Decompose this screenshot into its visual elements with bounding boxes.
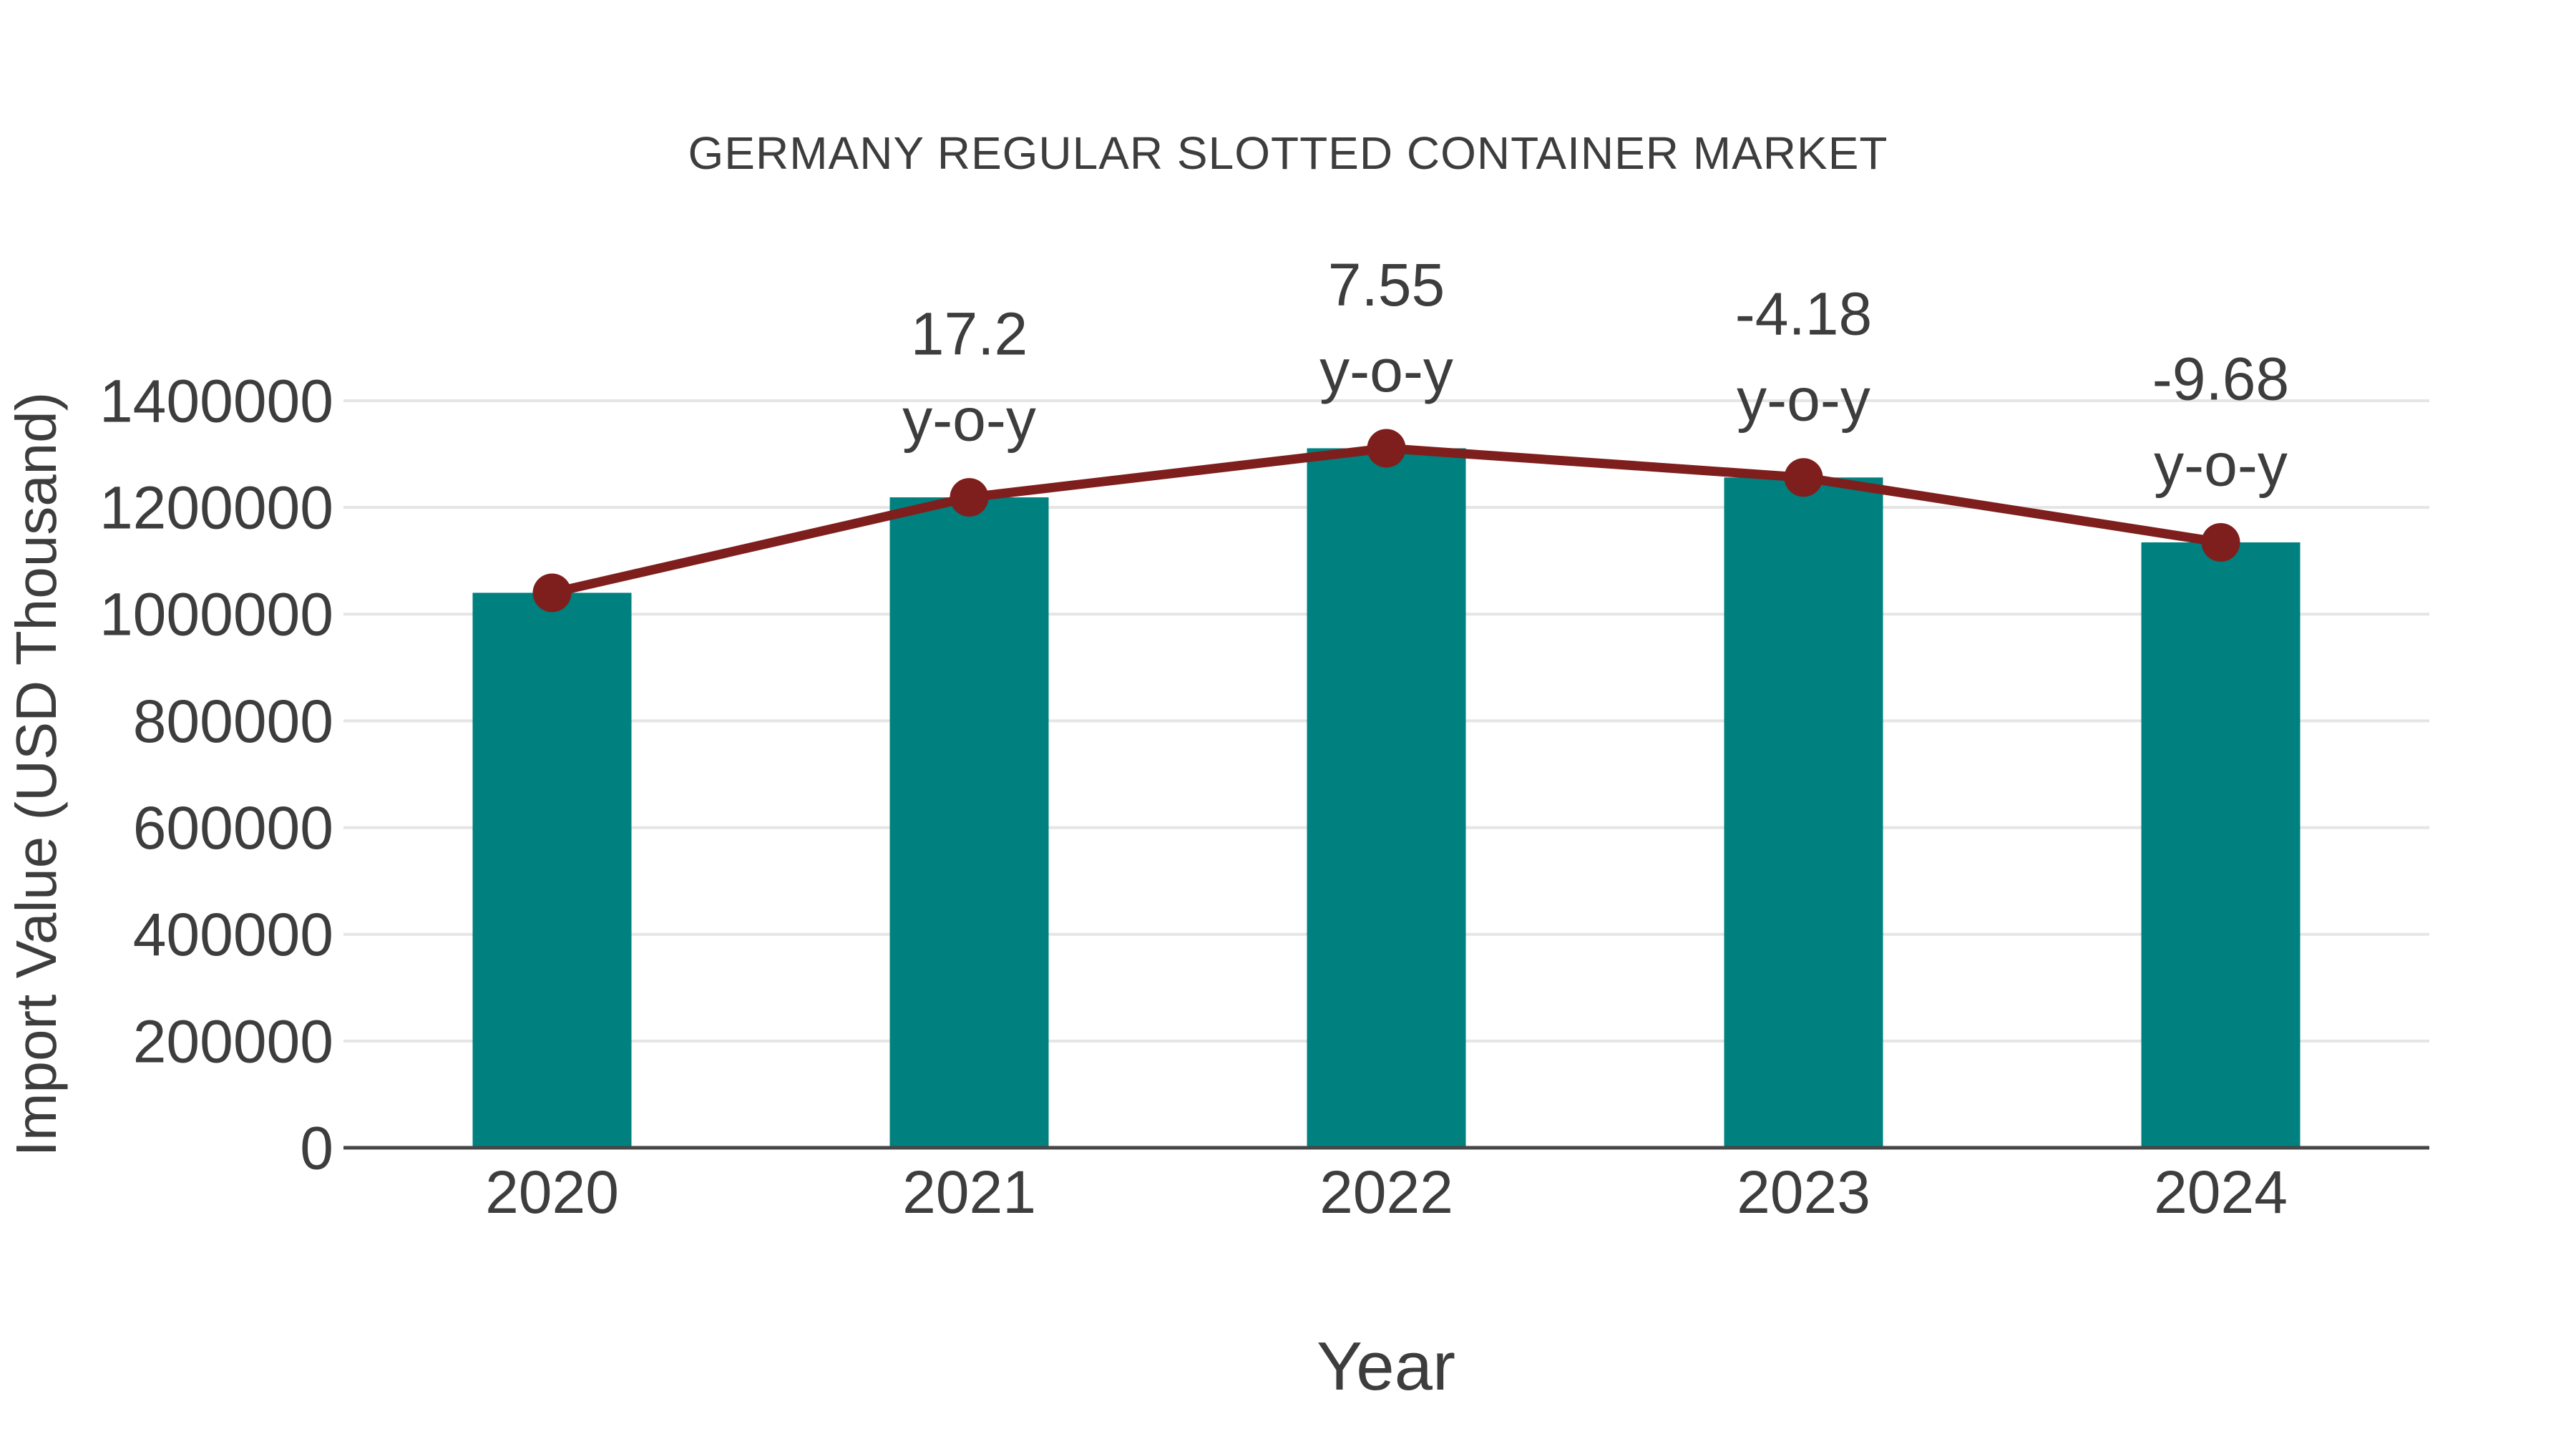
- yoy-suffix-2022: y-o-y: [1319, 337, 1453, 404]
- chart-title: GERMANY REGULAR SLOTTED CONTAINER MARKET: [688, 127, 1888, 179]
- y-tick-label: 0: [300, 1114, 333, 1181]
- y-axis-title: Import Value (USD Thousand): [4, 391, 68, 1157]
- x-tick-label: 2020: [485, 1158, 619, 1226]
- x-tick-label: 2021: [902, 1158, 1036, 1226]
- x-tick-label: 2023: [1737, 1158, 1870, 1226]
- x-axis-title: Year: [1317, 1328, 1455, 1405]
- y-tick-label: 600000: [133, 794, 333, 862]
- yoy-suffix-2024: y-o-y: [2154, 431, 2288, 498]
- x-tick-label: 2024: [2154, 1158, 2288, 1226]
- y-tick-label: 1000000: [99, 581, 333, 648]
- y-tick-label: 1400000: [99, 367, 333, 434]
- trend-marker-2023: [1784, 458, 1823, 497]
- trend-marker-2024: [2201, 522, 2240, 562]
- yoy-value-2024: -9.68: [2152, 345, 2289, 412]
- y-tick-label: 200000: [133, 1008, 333, 1075]
- yoy-suffix-2021: y-o-y: [902, 386, 1036, 453]
- bar-2021: [889, 497, 1049, 1148]
- y-tick-label: 1200000: [99, 474, 333, 542]
- x-tick-label: 2022: [1319, 1158, 1453, 1226]
- bar-2020: [472, 592, 632, 1148]
- bar-2023: [1724, 477, 1883, 1148]
- y-tick-label: 400000: [133, 901, 333, 968]
- yoy-value-2022: 7.55: [1328, 251, 1445, 318]
- bar-2024: [2141, 542, 2301, 1148]
- trend-marker-2021: [950, 478, 989, 517]
- bar-2022: [1307, 448, 1466, 1148]
- trend-marker-2020: [532, 573, 572, 613]
- yoy-value-2023: -4.18: [1735, 280, 1872, 348]
- y-tick-label: 800000: [133, 688, 333, 755]
- yoy-suffix-2023: y-o-y: [1737, 366, 1870, 434]
- yoy-value-2021: 17.2: [911, 300, 1028, 367]
- trend-marker-2022: [1367, 429, 1406, 468]
